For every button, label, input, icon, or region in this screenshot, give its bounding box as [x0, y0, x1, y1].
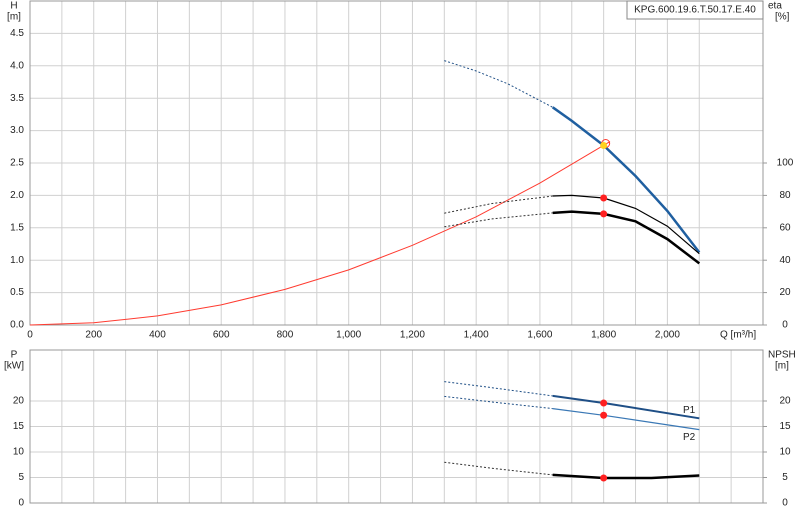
y2-tick-label: 0 [782, 320, 788, 331]
y2-tick-label: 15 [779, 421, 791, 432]
curve [551, 106, 701, 254]
y2-axis-unit: [m] [775, 361, 789, 372]
x-tick-label: 0 [27, 330, 33, 341]
curve [444, 381, 553, 397]
x-tick-label: 600 [213, 330, 230, 341]
curve [444, 461, 553, 476]
x-axis-label: Q [m³/h] [720, 330, 756, 341]
y-tick-label: 4.0 [10, 60, 24, 71]
y-tick-label: 1.5 [10, 222, 24, 233]
y2-axis-unit: [%] [775, 12, 790, 23]
y-tick-label: 20 [13, 396, 25, 407]
x-tick-label: 1,600 [527, 330, 552, 341]
curve-label: P1 [683, 405, 696, 416]
y-tick-label: 4.5 [10, 28, 24, 39]
curve [444, 395, 553, 410]
y-tick-label: 3.5 [10, 93, 24, 104]
y-tick-label: 5 [18, 472, 24, 483]
x-tick-label: 200 [85, 330, 102, 341]
y-tick-label: 10 [13, 447, 25, 458]
y2-tick-label: 10 [779, 447, 791, 458]
x-tick-label: 1,200 [400, 330, 425, 341]
curve [444, 212, 553, 228]
duty-point [600, 194, 608, 202]
plot-border [29, 0, 764, 326]
y-axis-label: H [10, 1, 17, 12]
y2-tick-label: 0 [782, 498, 788, 509]
y2-tick-label: 40 [779, 255, 791, 266]
chart-title: KPG.600.19.6.T.50.17.E.40 [634, 5, 756, 16]
x-tick-label: 400 [149, 330, 166, 341]
x-tick-label: 1,800 [591, 330, 616, 341]
y2-tick-label: 5 [782, 472, 788, 483]
curve [552, 194, 700, 255]
duty-point [600, 399, 608, 407]
x-tick-label: 1,400 [464, 330, 489, 341]
y2-tick-label: 20 [779, 396, 791, 407]
y2-tick-label: 20 [779, 287, 791, 298]
curve [552, 210, 701, 265]
y2-axis-label: NPSH [768, 350, 796, 361]
y-tick-label: 0.0 [10, 320, 24, 331]
y-tick-label: 3.0 [10, 125, 24, 136]
y2-tick-label: 80 [779, 190, 791, 201]
y-axis-unit: [kW] [4, 361, 24, 372]
duty-point [600, 411, 608, 419]
x-tick-label: 800 [277, 330, 294, 341]
y-tick-label: 2.5 [10, 158, 24, 169]
y-tick-label: 0 [18, 498, 24, 509]
duty-point [600, 474, 608, 482]
y-tick-label: 1.0 [10, 255, 24, 266]
curve [444, 60, 553, 108]
curve [29, 141, 611, 326]
duty-point [600, 210, 608, 218]
y-tick-label: 2.0 [10, 190, 24, 201]
y-axis-label: P [11, 350, 18, 361]
x-tick-label: 1,000 [336, 330, 361, 341]
curve-label: P2 [683, 432, 696, 443]
y-axis-unit: [m] [7, 12, 21, 23]
x-tick-label: 2,000 [655, 330, 680, 341]
plot-border [29, 349, 764, 504]
title-box [626, 0, 764, 20]
y2-axis-label: eta [768, 1, 782, 12]
duty-point [600, 142, 608, 150]
curve [444, 195, 553, 214]
curve [552, 473, 700, 480]
y2-tick-label: 60 [779, 222, 791, 233]
y-tick-label: 15 [13, 421, 25, 432]
y2-tick-label: 100 [777, 158, 794, 169]
y-tick-label: 0.5 [10, 287, 24, 298]
